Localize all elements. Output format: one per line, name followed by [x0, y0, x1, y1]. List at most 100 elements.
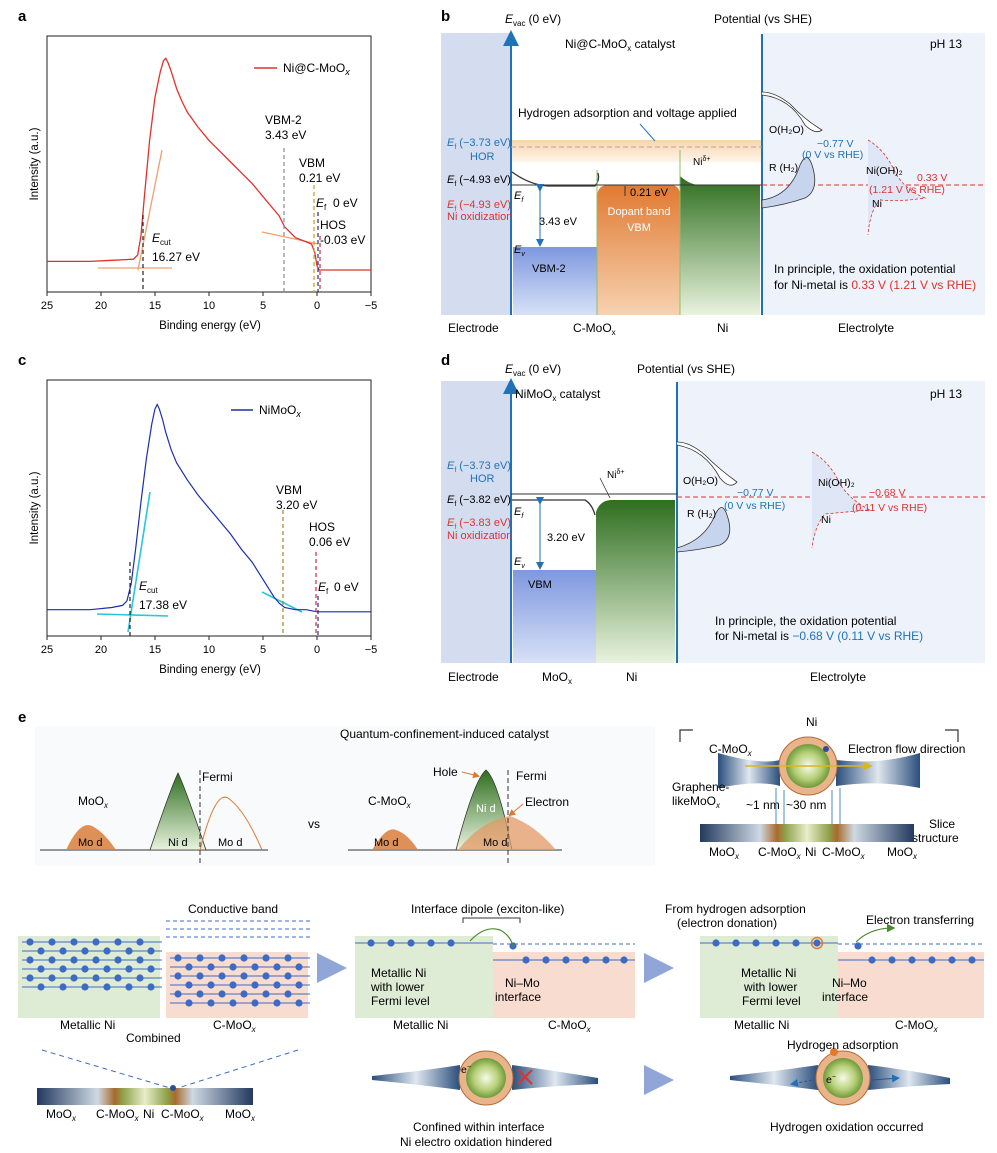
e-electron-transferring: Electron transferring	[866, 913, 974, 927]
e-slice-structure: Slice	[929, 817, 955, 831]
electron-dot	[908, 956, 916, 964]
e-slice-label-4: MoOx	[887, 845, 918, 861]
electron-dot	[813, 939, 821, 947]
e-dos-left-mod-small	[66, 825, 116, 850]
chart-c-xlabel: Binding energy (eV)	[159, 664, 261, 676]
panel-label-e: e	[18, 709, 26, 726]
chart-a-xtick-label: 5	[260, 300, 266, 312]
chart-a-vbm-fit	[261, 231, 319, 245]
e-graphene-like: Graphene-	[672, 780, 729, 794]
electron-dot	[147, 947, 155, 955]
e-row2b-nimo-1: Ni–Mo	[505, 976, 540, 990]
electron-dot	[229, 999, 237, 1007]
e-dipole-bracket	[462, 917, 521, 923]
e-from-h-1: From hydrogen adsorption	[665, 902, 806, 916]
chart-a-xtick-label: −5	[365, 300, 378, 312]
b-catalyst-title: Ni@C-MoOx catalyst	[565, 37, 676, 53]
b-dopant-band-label: Dopant band	[608, 206, 671, 218]
chart-a-hos-value: -0.03 eV	[320, 233, 365, 247]
b-r-h2: R (H₂)	[769, 162, 798, 174]
d-bottom-electrode: Electrode	[448, 670, 499, 684]
electron-dot	[207, 999, 215, 1007]
electron-dot	[295, 981, 303, 989]
d-r-h2: R (H₂)	[687, 508, 716, 520]
b-evac-label: Evac (0 eV)	[505, 12, 561, 28]
e-row2c-ni-1: Metallic Ni	[741, 966, 796, 980]
e-row2c-ni-2: with lower	[743, 980, 797, 994]
electron-dot	[26, 938, 34, 946]
e-electron-label: Electron	[525, 795, 569, 809]
d-ef-bend	[511, 499, 596, 516]
electron-dot	[273, 999, 281, 1007]
d-ni-gauss	[811, 451, 872, 549]
b-hor-band	[511, 140, 762, 162]
electron-dot	[26, 974, 34, 982]
electron-dot	[251, 963, 259, 971]
electron-dot	[447, 939, 455, 947]
e-row2b-cmoox: C-MoOx	[548, 1018, 592, 1034]
electron-dot	[240, 954, 248, 962]
b-ni-label: Ni	[872, 198, 882, 210]
e-row3-right-wing-left	[730, 1065, 818, 1090]
chart-a-xtick-label: 0	[314, 300, 320, 312]
b-pot-her-rhe: (0 V vs RHE)	[802, 149, 863, 161]
e-dos-right-mod2-label: Mo d	[483, 837, 507, 849]
electron-dot	[196, 972, 204, 980]
chart-c-vbm-fit	[261, 591, 303, 613]
e-row3-mid-wing-right	[512, 1065, 598, 1090]
chart-c-legend: NiMoOx	[259, 403, 301, 419]
e-row2b-nimo-2: interface	[495, 990, 541, 1004]
chart-c-ecut-value: 17.38 eV	[139, 598, 187, 612]
e-particle-cmoox: C-MoOx	[709, 742, 753, 758]
e-row3-right-wing-right	[868, 1065, 950, 1090]
electron-dot	[114, 956, 122, 964]
chart-a-xlabel: Binding energy (eV)	[159, 320, 261, 332]
b-ef-small: Ef	[514, 190, 524, 204]
electron-dot	[81, 947, 89, 955]
electron-dot	[295, 963, 303, 971]
b-bottom-electrode: Electrode	[448, 321, 499, 335]
e-row2b-metallic-ni: Metallic Ni	[393, 1018, 448, 1032]
electron-dot	[92, 938, 100, 946]
electron-dot	[147, 965, 155, 973]
chart-a-ef-label: Ef	[316, 196, 327, 212]
e-slice-label-1: C-MoOx	[758, 845, 802, 861]
e-row2-combined: Combined	[126, 1031, 181, 1045]
electron-dot	[114, 974, 122, 982]
e-row3-mid-wing-left	[372, 1065, 460, 1090]
d-ev-small: Ev	[514, 556, 525, 570]
panel-label-c: c	[18, 352, 26, 369]
chart-c-xtick-label: 20	[95, 644, 107, 656]
electron-dot	[37, 983, 45, 991]
electron-dot	[273, 963, 281, 971]
electron-dot	[928, 956, 936, 964]
chart-a-hos-label: HOS	[320, 218, 346, 232]
chart-a-legend: Ni@C-MoOx	[283, 61, 350, 77]
electron-dot	[262, 972, 270, 980]
e-row2c-metallic-ni: Metallic Ni	[734, 1018, 789, 1032]
b-principle-2: for Ni-metal is 0.33 V (1.21 V vs RHE)	[774, 278, 976, 292]
b-pot-her: −0.77 V	[817, 138, 854, 150]
chart-c-xtick-label: 10	[203, 644, 215, 656]
e-dipole-arc	[469, 928, 514, 947]
e-row2c-nimo-2: interface	[822, 990, 868, 1004]
e-row3-flow-right	[871, 1074, 900, 1083]
electron-dot	[888, 956, 896, 964]
chart-c-hos-value: 0.06 eV	[309, 535, 350, 549]
panel-d-band-diagram: Evac (0 eV) Potential (vs SHE) NiMoOx cat…	[441, 362, 985, 686]
b-ni-ox-label: Ni oxidization	[447, 211, 512, 223]
electron-dot	[26, 956, 34, 964]
e-row3-flow-left	[790, 1078, 813, 1087]
electron-dot	[229, 981, 237, 989]
e-row3-right-core	[823, 1058, 863, 1098]
e-row2b-electron-dots	[367, 939, 628, 964]
d-vbm-label: VBM	[528, 579, 552, 591]
e-row3-slice-bar	[37, 1088, 253, 1105]
electron-dot	[37, 965, 45, 973]
electron-dot	[70, 938, 78, 946]
d-hor-label: HOR	[470, 473, 495, 485]
electron-dot	[251, 999, 259, 1007]
chart-c-xtick-label: −5	[365, 644, 378, 656]
e-row2c-cmoox: C-MoOx	[895, 1018, 939, 1034]
